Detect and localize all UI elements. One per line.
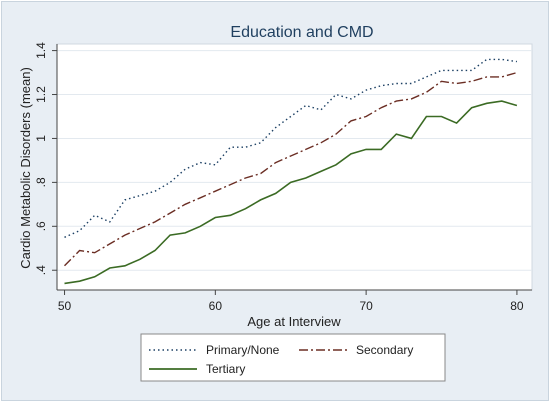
legend-box: [140, 333, 446, 382]
y-tick-label: 1.2: [34, 86, 48, 103]
chart-title: Education and CMD: [230, 24, 373, 41]
y-tick-label: 1.4: [34, 42, 48, 59]
y-tick-label: .8: [34, 177, 48, 187]
legend-label-tertiary: Tertiary: [206, 362, 245, 376]
series-line-tertiary: [64, 100, 518, 285]
axes: .4 .6 .8 1 1.2 1.4 50 60 70 80: [34, 42, 532, 313]
y-axis-label: Cardio Metabolic Disorders (mean): [18, 67, 33, 269]
plot-area: [56, 43, 533, 291]
legend: Primary/None Secondary Tertiary: [140, 333, 446, 382]
y-tick-label: 1: [34, 135, 48, 142]
series-line-primary-none: [64, 58, 518, 238]
x-tick-label: 70: [359, 299, 373, 313]
legend-label-primary-none: Primary/None: [206, 343, 280, 357]
x-tick-label: 80: [510, 299, 524, 313]
x-axis-label: Age at Interview: [247, 314, 341, 329]
series-layer: [64, 58, 518, 285]
y-tick-label: .6: [34, 221, 48, 231]
x-tick-label: 50: [58, 299, 72, 313]
y-tick-label: .4: [34, 265, 48, 275]
x-tick-label: 60: [209, 299, 223, 313]
series-line-secondary: [64, 71, 518, 267]
legend-label-secondary: Secondary: [356, 343, 413, 357]
grid: [57, 50, 532, 271]
